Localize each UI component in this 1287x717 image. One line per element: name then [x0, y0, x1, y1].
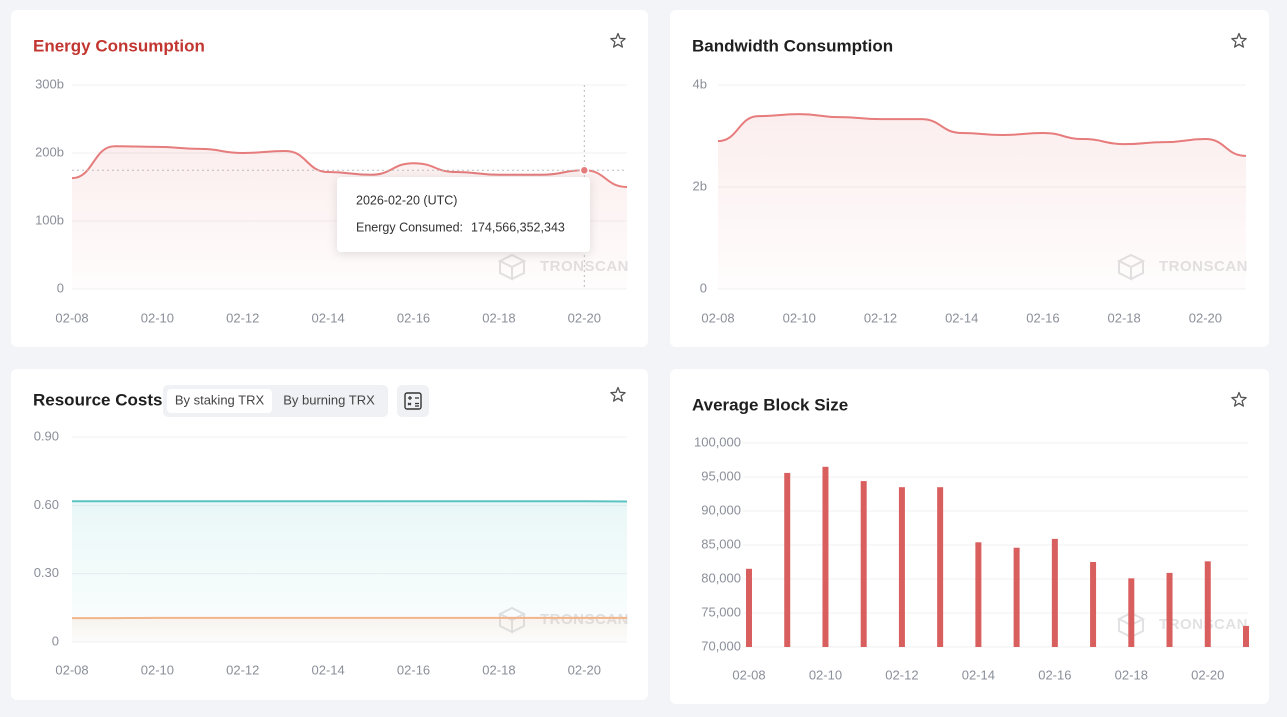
- tooltip-value: 174,566,352,343: [471, 220, 565, 234]
- x-tick-label: 02-08: [732, 667, 765, 682]
- x-tick-label: 02-20: [1191, 667, 1224, 682]
- y-tick-label: 0.30: [34, 565, 59, 580]
- x-tick-label: 02-08: [55, 662, 88, 677]
- x-tick-label: 02-10: [141, 662, 174, 677]
- x-tick-label: 02-10: [783, 310, 816, 325]
- calculator-button[interactable]: [397, 385, 429, 417]
- calculator-symbols: [407, 396, 419, 407]
- line: [717, 113, 1247, 157]
- favorite-star[interactable]: [1231, 32, 1247, 48]
- watermark: TRONSCAN: [1159, 616, 1248, 633]
- y-tick-label: 0: [700, 280, 707, 295]
- y-tick-label: 0: [52, 633, 59, 648]
- y-tick-label: 100,000: [694, 434, 741, 449]
- x-tick-label: 02-14: [945, 310, 978, 325]
- x-tick-label: 02-16: [1038, 667, 1071, 682]
- tab-active: [167, 389, 272, 413]
- calculator-icon: [404, 392, 422, 410]
- favorite-star[interactable]: [610, 32, 626, 48]
- hover-point: [579, 165, 590, 176]
- y-tick-label: 0: [57, 280, 64, 295]
- y-tick-label: 200b: [35, 144, 64, 159]
- x-tick-label: 02-16: [397, 310, 430, 325]
- area: [72, 501, 627, 642]
- bar[interactable]: [1090, 562, 1097, 647]
- bar[interactable]: [898, 487, 905, 647]
- tooltip-box: [337, 177, 590, 252]
- tooltip-label: Energy Consumed:: [356, 220, 463, 234]
- panel: [670, 369, 1269, 704]
- bar[interactable]: [937, 487, 944, 647]
- bar[interactable]: [1128, 578, 1135, 647]
- bar[interactable]: [1051, 538, 1058, 647]
- x-tick-label: 02-10: [809, 667, 842, 682]
- bar[interactable]: [975, 542, 982, 647]
- bar[interactable]: [1204, 561, 1211, 647]
- x-tick-label: 02-20: [568, 662, 601, 677]
- favorite-star[interactable]: [1231, 391, 1247, 407]
- line: [71, 145, 628, 188]
- x-tick-label: 02-18: [482, 310, 515, 325]
- bar[interactable]: [860, 481, 867, 647]
- x-tick-label: 02-20: [568, 310, 601, 325]
- y-tick-label: 0.60: [34, 497, 59, 512]
- x-tick-label: 02-16: [1026, 310, 1059, 325]
- y-tick-label: 300b: [35, 76, 64, 91]
- y-tick-label: 85,000: [701, 536, 741, 551]
- x-tick-label: 02-18: [1108, 310, 1141, 325]
- x-tick-label: 02-20: [1189, 310, 1222, 325]
- tab[interactable]: By staking TRX: [175, 392, 265, 407]
- x-tick-label: 02-10: [141, 310, 174, 325]
- bar[interactable]: [1166, 572, 1173, 647]
- y-tick-label: 90,000: [701, 502, 741, 517]
- y-tick-label: 70,000: [701, 638, 741, 653]
- x-tick-label: 02-08: [701, 310, 734, 325]
- chart-title: Energy Consumption: [33, 36, 205, 55]
- x-tick-label: 02-08: [55, 310, 88, 325]
- chart-title: Bandwidth Consumption: [692, 36, 893, 55]
- chart-title: Resource Costs: [33, 390, 162, 409]
- bar[interactable]: [1013, 547, 1020, 647]
- y-tick-label: 0.90: [34, 428, 59, 443]
- x-tick-label: 02-16: [397, 662, 430, 677]
- bar[interactable]: [746, 568, 752, 647]
- x-tick-label: 02-14: [962, 667, 995, 682]
- x-tick-label: 02-12: [885, 667, 918, 682]
- y-tick-label: 75,000: [701, 604, 741, 619]
- favorite-star[interactable]: [610, 386, 626, 402]
- x-tick-label: 02-14: [312, 662, 345, 677]
- area: [72, 617, 627, 642]
- area: [718, 114, 1246, 289]
- bar[interactable]: [784, 472, 791, 647]
- y-tick-label: 2b: [693, 178, 707, 193]
- chart-title: Average Block Size: [692, 395, 848, 414]
- x-tick-label: 02-14: [312, 310, 345, 325]
- x-tick-label: 02-12: [226, 662, 259, 677]
- x-tick-label: 02-18: [482, 662, 515, 677]
- x-tick-label: 02-12: [226, 310, 259, 325]
- y-tick-label: 80,000: [701, 570, 741, 585]
- y-tick-label: 95,000: [701, 468, 741, 483]
- y-tick-label: 100b: [35, 212, 64, 227]
- x-tick-label: 02-18: [1115, 667, 1148, 682]
- bar[interactable]: [822, 466, 829, 647]
- tooltip-title: 2026-02-20 (UTC): [356, 193, 457, 207]
- bar[interactable]: [1243, 625, 1249, 647]
- tab[interactable]: By burning TRX: [283, 392, 375, 407]
- x-tick-label: 02-12: [864, 310, 897, 325]
- y-tick-label: 4b: [693, 76, 707, 91]
